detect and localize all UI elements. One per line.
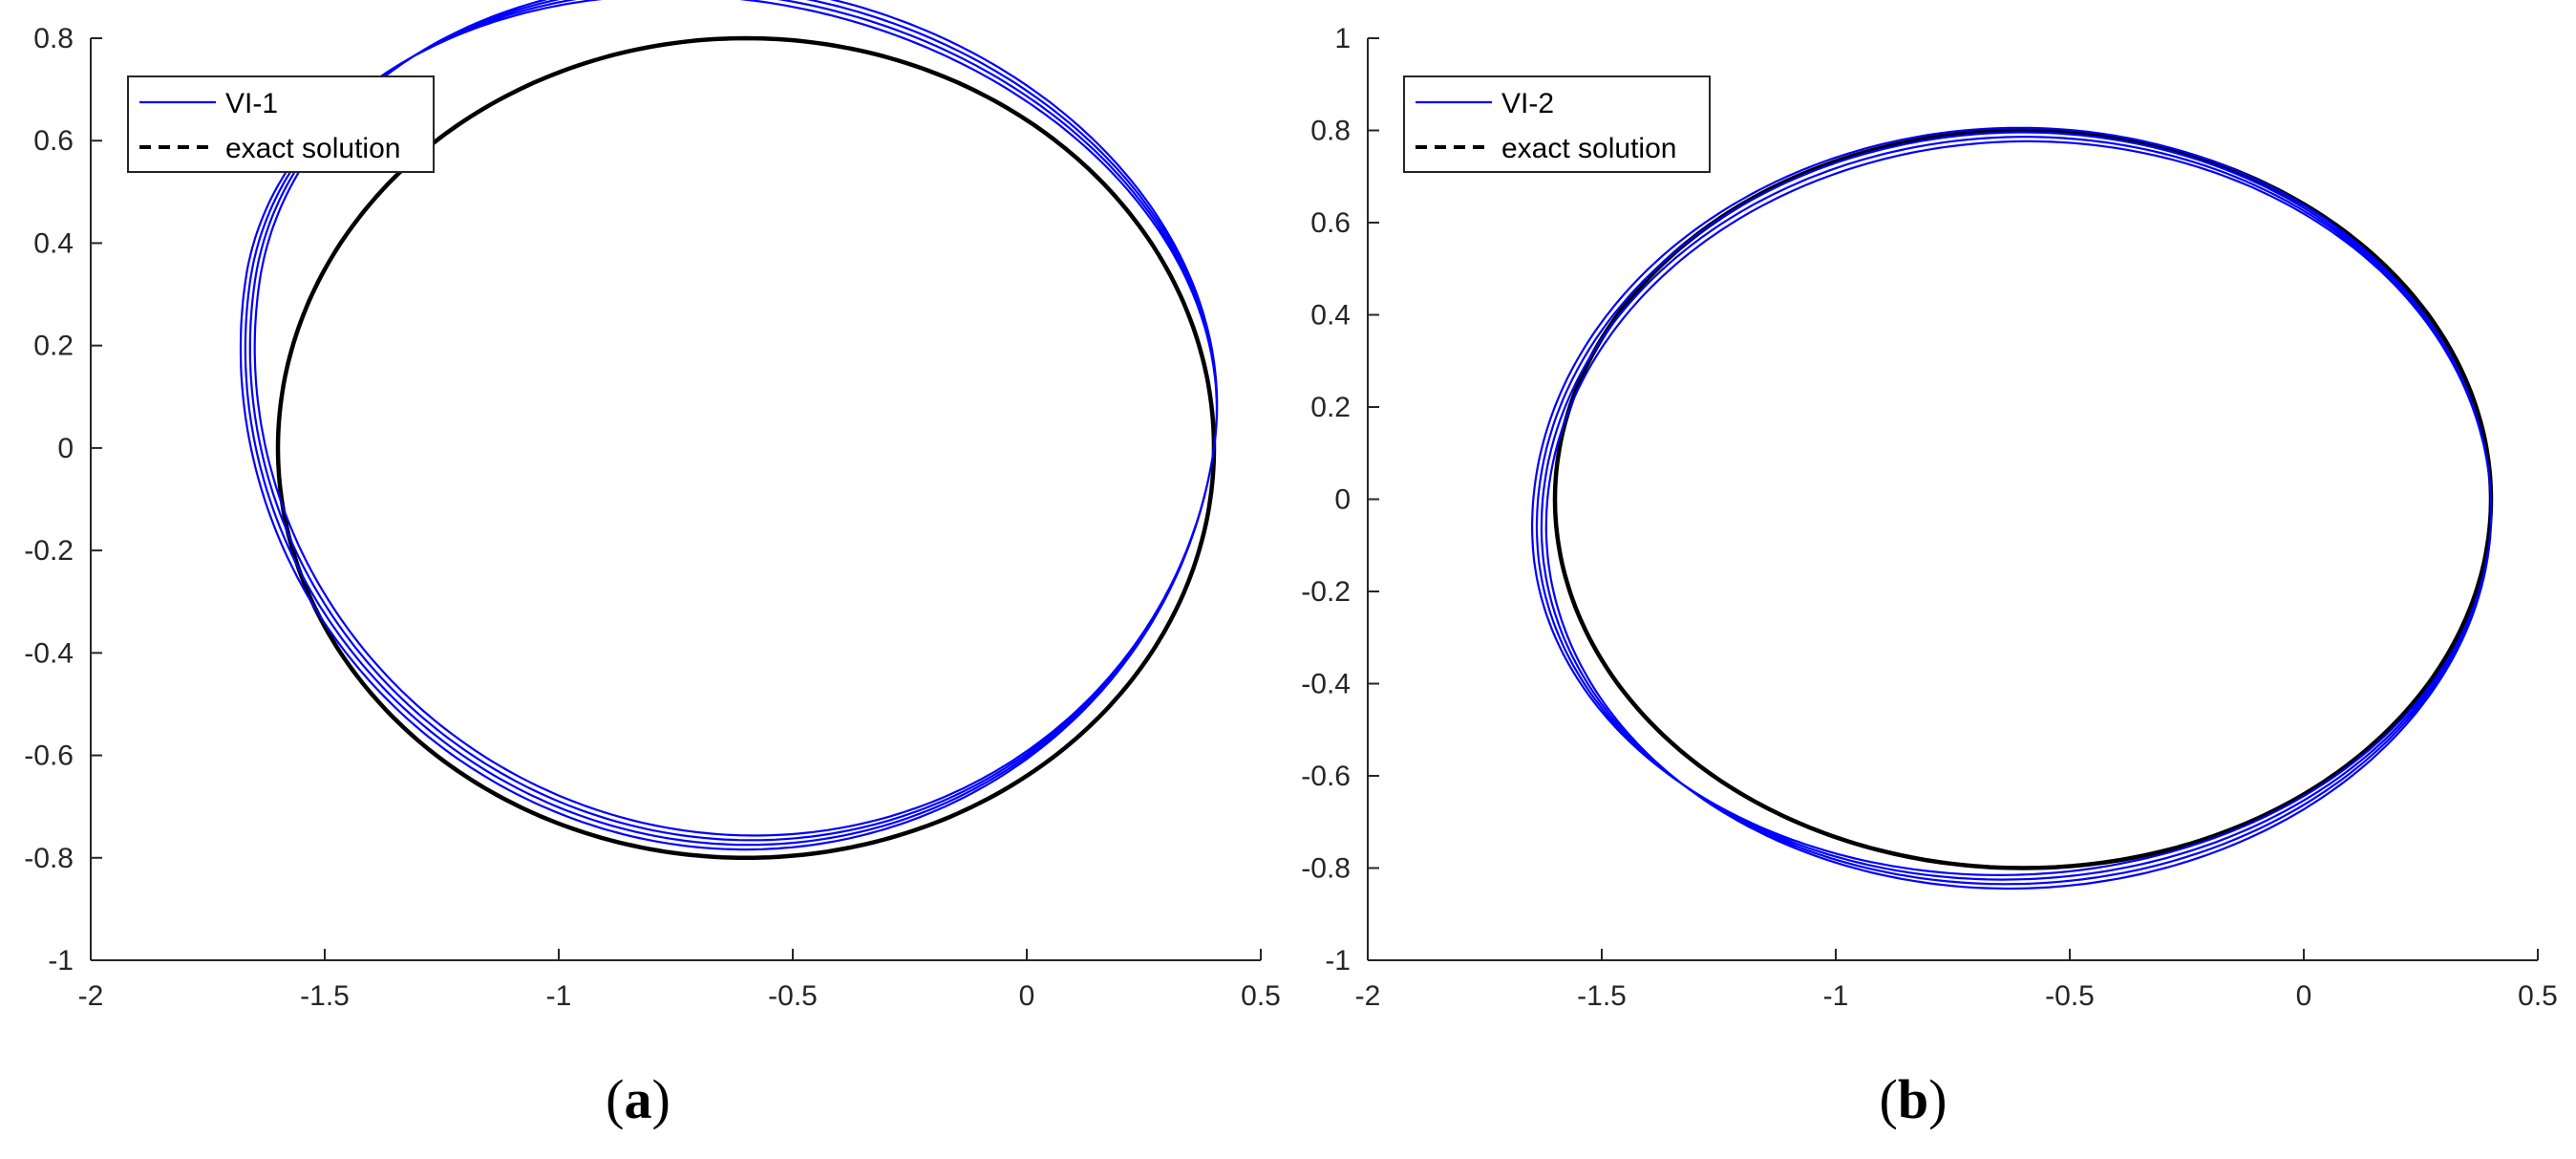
x-tick-label: -1 (1823, 980, 1849, 1012)
panel-label: (b) (1880, 1068, 1948, 1130)
y-tick-label: 0.2 (33, 331, 74, 362)
panel-label-close: ) (652, 1068, 671, 1130)
x-tick-label: -1.5 (1577, 980, 1627, 1012)
legend-label-exact: exact solution (225, 133, 400, 164)
legend-label-exact: exact solution (1501, 133, 1676, 164)
y-tick-label: -0.2 (1301, 576, 1351, 608)
panel-label-letter: a (625, 1068, 652, 1130)
y-tick-label: 0.8 (33, 23, 74, 54)
panel-a: -2 -1.5 -1 -0.5 0 0.5 -1 -0.8 -0.6 -0.4 -0.2 0 0.2 0.… (24, 0, 1281, 1130)
legend-box (1403, 75, 1711, 173)
y-tick-label: -1 (48, 945, 74, 977)
x-tick-label: -1.5 (300, 980, 350, 1012)
y-tick-label: 0.2 (1310, 392, 1351, 423)
panel-label-open: ( (1880, 1068, 1898, 1130)
x-tick-label: 0.5 (2518, 980, 2558, 1012)
y-tick-label: -0.6 (24, 740, 74, 772)
x-tick-label: 0 (2296, 980, 2312, 1012)
y-tick-label: 0 (1334, 484, 1351, 516)
y-tick-label: -0.2 (24, 535, 74, 567)
x-tick-label: -1 (546, 980, 572, 1012)
x-tick-label: -0.5 (2045, 980, 2095, 1012)
y-tick-label: 1 (1334, 23, 1351, 54)
y-tick-label: -0.8 (24, 843, 74, 874)
panel-label-close: ) (1928, 1068, 1947, 1130)
y-tick-label: 0.4 (1310, 300, 1351, 332)
y-tick-label: 0.4 (33, 227, 74, 259)
y-tick-label: -0.8 (1301, 853, 1351, 885)
x-tick-label: 0.5 (1241, 980, 1281, 1012)
series-vi-line (239, 0, 1219, 851)
y-tick-label: -0.4 (24, 637, 74, 669)
y-tick-label: 0 (57, 433, 74, 464)
y-tick-label: -0.4 (1301, 669, 1351, 700)
x-tick-label: -2 (1355, 980, 1381, 1012)
legend-box (127, 75, 435, 173)
legend: VI-2 exact solution (1403, 75, 1711, 173)
x-tick-label: -2 (78, 980, 104, 1012)
y-tick-label: 0.8 (1310, 116, 1351, 147)
x-tick-label: 0 (1019, 980, 1035, 1012)
y-tick-label: -1 (1325, 945, 1351, 977)
legend-label-vi: VI-2 (1501, 88, 1554, 119)
y-tick-label: 0.6 (33, 125, 74, 157)
legend: VI-1 exact solution (127, 75, 435, 173)
panel-b: -2 -1.5 -1 -0.5 0 0.5 -1 -0.8 -0.6 -0.4 -0.2 0 0.2 0.… (1301, 23, 2558, 1130)
panel-label: (a) (606, 1068, 671, 1130)
panel-label-letter: b (1898, 1068, 1928, 1130)
series-exact-solution-line (275, 35, 1217, 861)
panel-label-open: ( (606, 1068, 624, 1130)
series-vi-line (1531, 126, 2493, 891)
y-tick-label: -0.6 (1301, 761, 1351, 792)
legend-label-vi: VI-1 (225, 88, 278, 119)
y-tick-label: 0.6 (1310, 207, 1351, 239)
x-tick-label: -0.5 (768, 980, 818, 1012)
